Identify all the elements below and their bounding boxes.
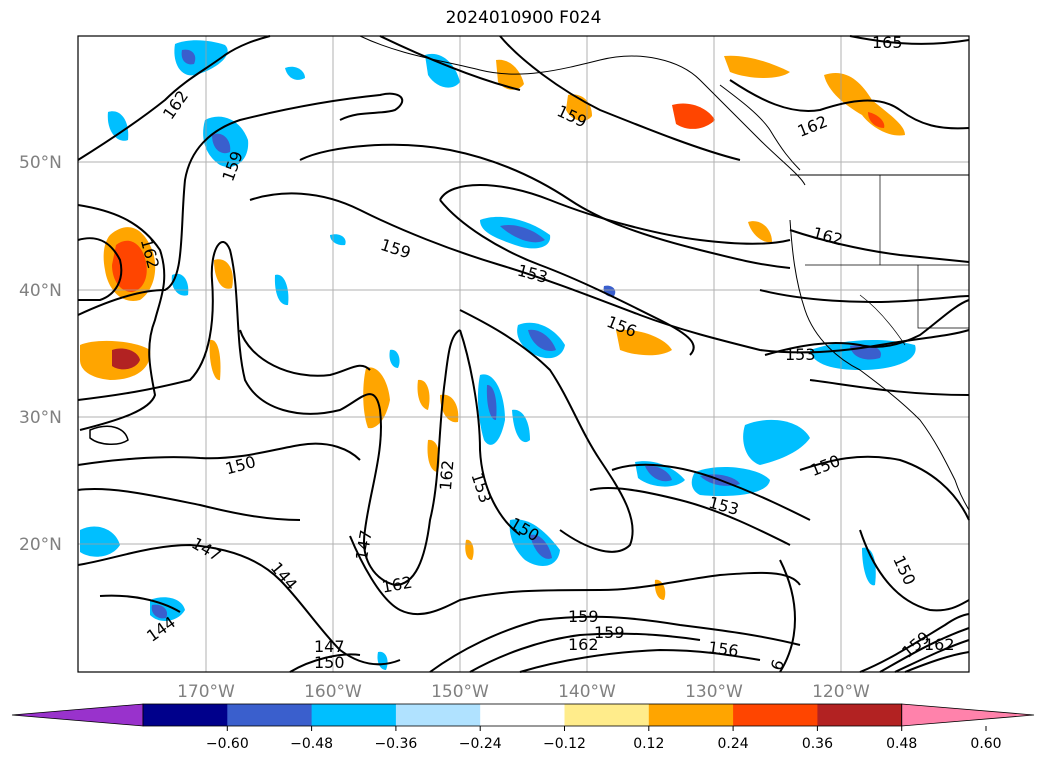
contour-label: 150 bbox=[314, 653, 345, 672]
contour-label: 159 bbox=[594, 623, 625, 642]
colorbar-segment bbox=[311, 704, 397, 726]
colorbar-tick-label: −0.24 bbox=[459, 736, 502, 752]
colorbar-tick-label: 0.36 bbox=[802, 736, 833, 752]
longitude-labels: 170°W 160°W 150°W 140°W 130°W 120°W bbox=[177, 682, 870, 702]
colorbar-segment bbox=[564, 704, 650, 726]
contours bbox=[77, 35, 970, 673]
contour-label: 165 bbox=[872, 33, 903, 52]
contour-label: 156 bbox=[707, 638, 740, 661]
colorbar-tick-label: −0.12 bbox=[543, 736, 586, 752]
colorbar-segment bbox=[143, 704, 228, 726]
contour-label: 153 bbox=[785, 345, 816, 364]
colorbar-segment bbox=[395, 704, 481, 726]
lat-label-20n: 20°N bbox=[19, 535, 62, 555]
colorbar: −0.60 −0.48 −0.36 −0.24 −0.12 0.12 0.24 0.36 0.4… bbox=[11, 703, 1035, 752]
contour-label: 162 bbox=[436, 459, 458, 491]
map-panel: 165 162 159 159 162 162 159 153 156 153 … bbox=[77, 33, 970, 673]
shaded-field bbox=[80, 40, 916, 670]
lon-label-160w: 160°W bbox=[304, 682, 362, 702]
latitude-labels: 50°N 40°N 30°N 20°N bbox=[19, 153, 62, 555]
contour-label: 162 bbox=[568, 635, 599, 654]
contour-label: 147 bbox=[314, 637, 345, 656]
lat-label-30n: 30°N bbox=[19, 408, 62, 428]
colorbar-tick-label: −0.48 bbox=[290, 736, 333, 752]
lon-label-140w: 140°W bbox=[558, 682, 616, 702]
colorbar-segment bbox=[480, 704, 565, 726]
map-title: 2024010900 F024 bbox=[445, 8, 602, 28]
lat-label-40n: 40°N bbox=[19, 281, 62, 301]
colorbar-segment bbox=[817, 704, 903, 726]
contour-label: 159 bbox=[568, 607, 599, 626]
colorbar-segment bbox=[227, 704, 313, 726]
lon-label-120w: 120°W bbox=[812, 682, 870, 702]
colorbar-tick-label: 0.60 bbox=[970, 736, 1001, 752]
colorbar-extend-max bbox=[901, 703, 1035, 727]
lon-label-130w: 130°W bbox=[685, 682, 743, 702]
coastline bbox=[359, 35, 970, 511]
colorbar-segment bbox=[648, 704, 734, 726]
lon-label-150w: 150°W bbox=[431, 682, 489, 702]
lat-label-50n: 50°N bbox=[19, 153, 62, 173]
colorbar-tick-label: 0.48 bbox=[886, 736, 917, 752]
colorbar-tick-label: −0.36 bbox=[374, 736, 417, 752]
colorbar-tick-label: −0.60 bbox=[206, 736, 249, 752]
colorbar-frame bbox=[142, 703, 903, 727]
lon-label-170w: 170°W bbox=[177, 682, 235, 702]
colorbar-segment bbox=[733, 704, 818, 726]
colorbar-extend-min bbox=[11, 703, 144, 727]
map-frame bbox=[77, 35, 970, 673]
colorbar-tick-label: 0.24 bbox=[718, 736, 749, 752]
contour-label: 162 bbox=[924, 635, 955, 654]
colorbar-tick-label: 0.12 bbox=[633, 736, 664, 752]
